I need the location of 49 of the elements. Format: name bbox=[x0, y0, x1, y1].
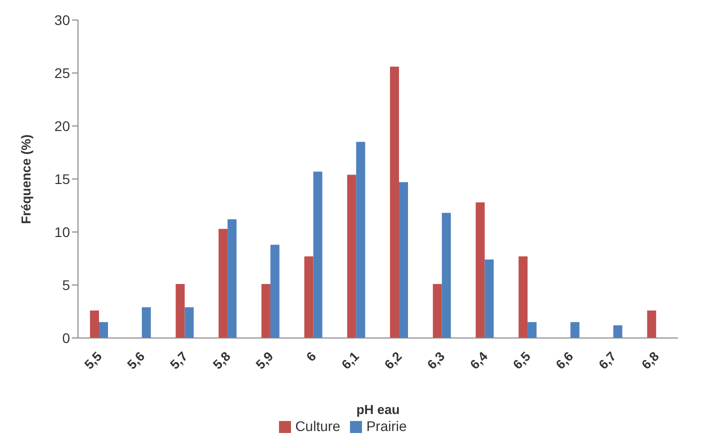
x-tick-label: 5,8 bbox=[210, 348, 234, 372]
y-tick-label: 15 bbox=[54, 170, 70, 187]
y-tick-label: 0 bbox=[62, 330, 70, 346]
legend-label: Prairie bbox=[366, 418, 407, 434]
bar bbox=[99, 322, 108, 338]
legend-label: Culture bbox=[295, 418, 340, 434]
x-tick-label: 5,5 bbox=[81, 348, 105, 372]
bar bbox=[399, 182, 408, 338]
x-tick-label: 6,7 bbox=[596, 348, 620, 372]
bar bbox=[184, 307, 194, 338]
y-axis-title: Fréquence (%) bbox=[18, 134, 34, 224]
bar bbox=[261, 284, 270, 338]
x-tick-label: 6 bbox=[303, 348, 320, 364]
bar bbox=[570, 322, 580, 338]
y-tick-label: 10 bbox=[54, 224, 70, 240]
x-tick-label: 6,4 bbox=[467, 348, 491, 372]
x-tick-label: 6,5 bbox=[510, 348, 534, 372]
bar bbox=[176, 284, 185, 338]
x-tick-label: 6,2 bbox=[381, 348, 405, 372]
bar bbox=[90, 310, 99, 338]
bar bbox=[518, 256, 528, 338]
bar bbox=[647, 310, 656, 338]
y-tick-label: 20 bbox=[54, 118, 70, 134]
bar bbox=[432, 284, 442, 338]
y-tick-label: 5 bbox=[62, 276, 70, 293]
bar bbox=[484, 260, 494, 338]
x-axis-title: pH eau bbox=[356, 402, 400, 417]
bar bbox=[442, 212, 451, 338]
x-tick-label: 5,7 bbox=[167, 348, 190, 372]
bar bbox=[218, 228, 228, 338]
bar bbox=[304, 256, 314, 338]
x-tick-label: 6,3 bbox=[424, 348, 448, 372]
bar bbox=[347, 174, 356, 338]
bar bbox=[313, 172, 322, 338]
x-tick-label: 6,6 bbox=[552, 348, 576, 372]
bar bbox=[228, 219, 237, 338]
x-tick-label: 6,8 bbox=[638, 348, 662, 372]
bar bbox=[142, 307, 151, 338]
bar bbox=[528, 322, 537, 338]
x-tick-label: 5,6 bbox=[124, 348, 148, 372]
x-tick-label: 5,9 bbox=[252, 348, 276, 372]
bar bbox=[356, 142, 366, 338]
x-tick-label: 6,1 bbox=[338, 348, 362, 372]
bar bbox=[476, 202, 485, 338]
bar bbox=[270, 244, 280, 338]
bar bbox=[390, 66, 399, 338]
bar bbox=[613, 325, 622, 338]
y-tick-label: 25 bbox=[54, 64, 70, 81]
y-tick-label: 30 bbox=[54, 12, 70, 28]
